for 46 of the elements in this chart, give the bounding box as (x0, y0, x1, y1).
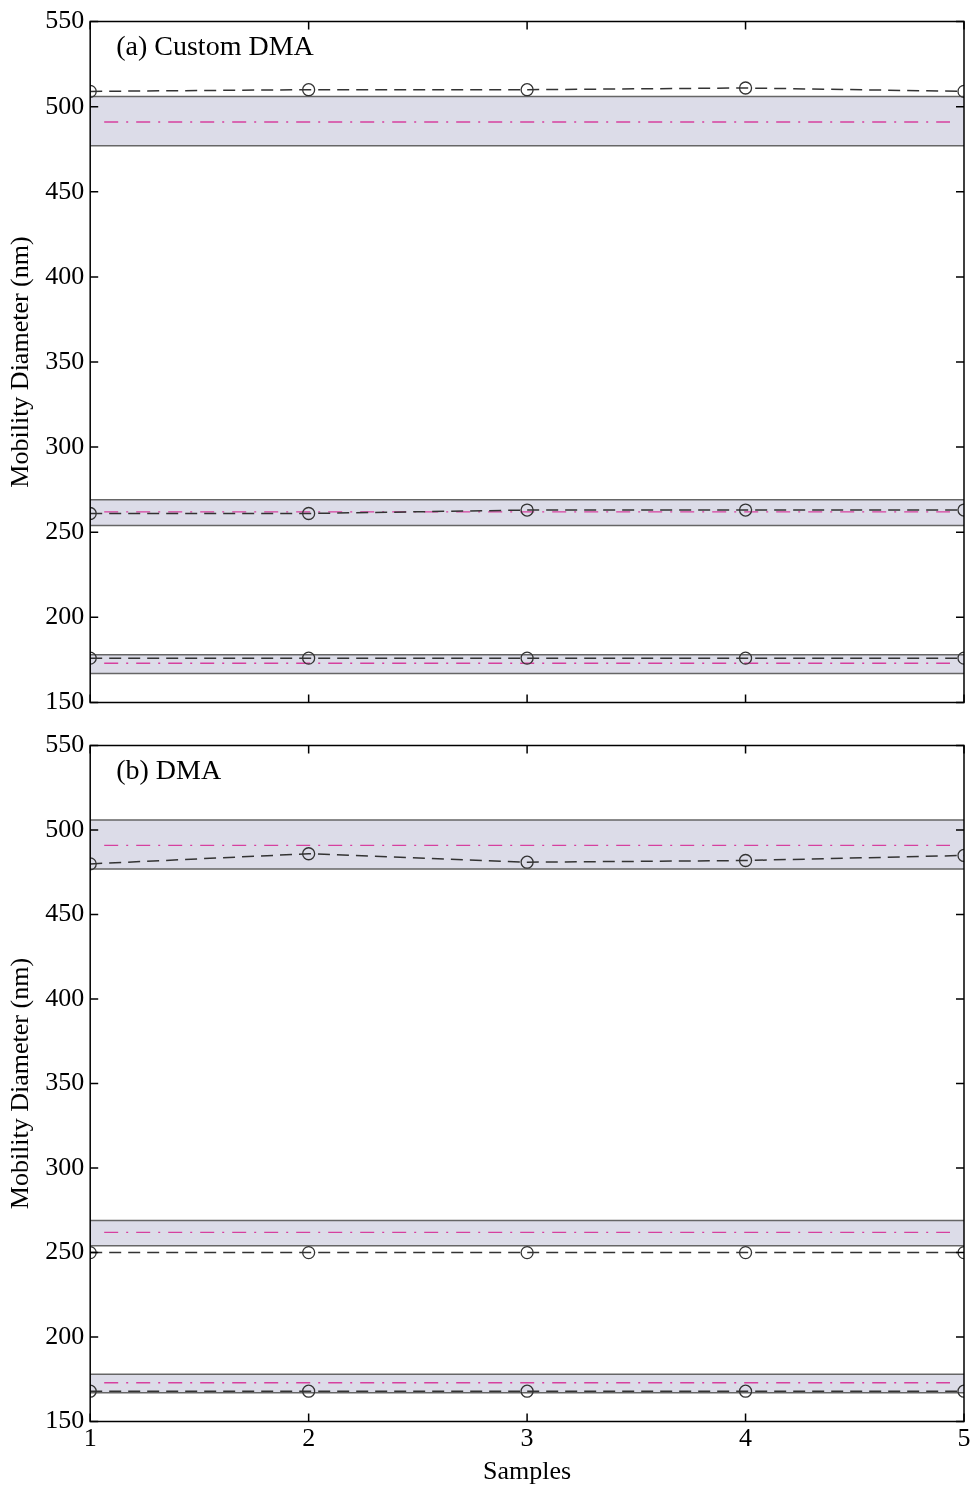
y-tick-label: 450 (45, 898, 85, 928)
point (302, 1245, 316, 1260)
y-tick-label: 250 (45, 516, 85, 546)
point (738, 81, 753, 95)
y-tick-label: 200 (45, 1320, 85, 1350)
y-tick-label: 150 (45, 1405, 85, 1435)
annotation: (a) Custom DMA (116, 29, 315, 61)
y-tick-label: 400 (45, 982, 85, 1012)
x-axis-title: Samples (483, 1456, 572, 1486)
point (302, 651, 316, 665)
x-tick-label: 2 (302, 1423, 316, 1453)
y-axis-title: Mobility Diameter (nm) (5, 957, 35, 1210)
point (302, 83, 316, 97)
point (302, 506, 316, 521)
point (738, 1384, 753, 1398)
point (738, 853, 753, 868)
point (520, 1384, 534, 1398)
y-tick-label: 350 (45, 1067, 85, 1097)
y-tick-label: 400 (45, 260, 85, 290)
y-tick-label: 150 (45, 686, 85, 716)
x-tick-label: 4 (739, 1423, 753, 1453)
y-tick-label: 200 (45, 601, 85, 631)
annotation: (b) DMA (116, 753, 222, 785)
point (738, 1245, 753, 1260)
y-tick-label: 500 (45, 90, 85, 120)
y-axis-title: Mobility Diameter (nm) (5, 236, 35, 488)
point (520, 651, 534, 665)
x-tick-label: 1 (83, 1423, 97, 1453)
point (520, 1245, 534, 1260)
y-tick-label: 300 (45, 430, 85, 460)
y-tick-label: 300 (45, 1151, 85, 1181)
y-tick-label: 250 (45, 1236, 85, 1266)
y-tick-label: 350 (45, 345, 85, 375)
y-tick-label: 500 (45, 813, 85, 843)
point (738, 503, 753, 517)
point (520, 855, 534, 869)
point (738, 651, 753, 665)
point (302, 847, 316, 861)
y-tick-label: 550 (45, 729, 85, 759)
x-tick-label: 3 (520, 1423, 534, 1453)
y-tick-label: 550 (45, 5, 85, 35)
y-tick-label: 450 (45, 175, 85, 205)
x-tick-label: 5 (957, 1423, 971, 1453)
point (302, 1384, 316, 1398)
point (520, 83, 534, 97)
point (520, 503, 534, 517)
